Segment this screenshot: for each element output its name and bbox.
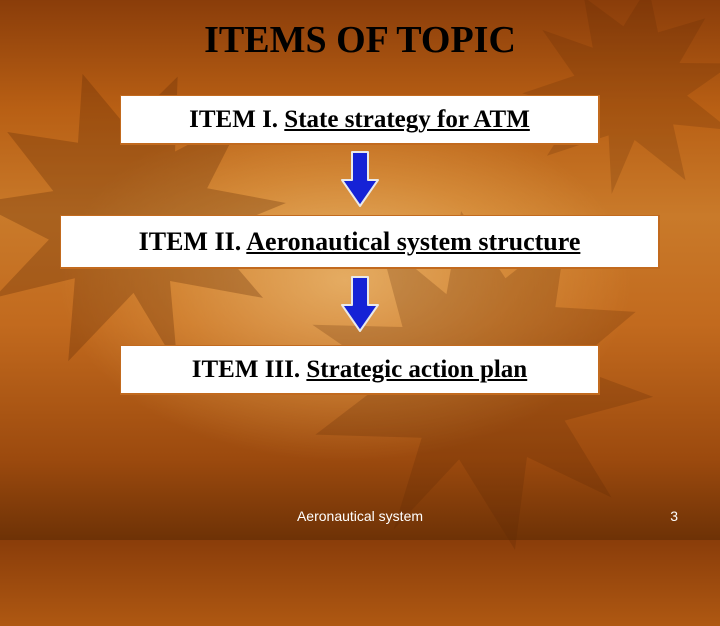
arrow-1 — [340, 150, 380, 213]
item-text-2: ITEM II. Aeronautical system structure — [139, 227, 581, 257]
page-number: 3 — [670, 508, 678, 524]
item-box-3: ITEM III. Strategic action plan — [120, 345, 600, 395]
arrow-2 — [340, 275, 380, 338]
slide-title: ITEMS OF TOPIC — [0, 18, 720, 62]
item-box-2: ITEM II. Aeronautical system structure — [60, 215, 660, 269]
item-text-1: ITEM I. State strategy for ATM — [189, 106, 530, 134]
item-text-3: ITEM III. Strategic action plan — [192, 356, 527, 384]
footer-label: Aeronautical system — [297, 508, 423, 524]
item-box-1: ITEM I. State strategy for ATM — [120, 95, 600, 145]
